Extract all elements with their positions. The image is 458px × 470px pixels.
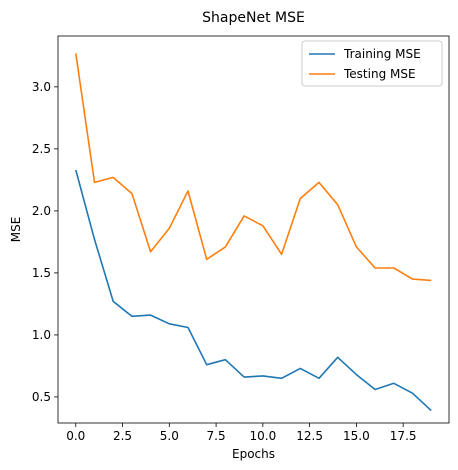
- plot-area: [57, 35, 450, 424]
- y-tick-label: 3.0: [32, 80, 51, 94]
- x-tick-label: 15.0: [343, 429, 370, 443]
- chart-title: ShapeNet MSE: [202, 10, 305, 26]
- legend-label: Testing MSE: [343, 67, 416, 81]
- y-tick-label: 2.0: [32, 204, 51, 218]
- legend-label: Training MSE: [343, 47, 421, 61]
- x-axis: 0.0 2.5 5.0 7.5 10.0 12.5 15.0 17.5: [66, 423, 417, 443]
- y-tick-label: 2.5: [32, 142, 51, 156]
- x-tick-label: 5.0: [160, 429, 179, 443]
- y-tick-label: 1.0: [32, 328, 51, 342]
- legend: Training MSE Testing MSE: [301, 40, 443, 87]
- y-axis-label: MSE: [9, 217, 23, 243]
- x-tick-label: 12.5: [296, 429, 323, 443]
- x-axis-label: Epochs: [232, 447, 275, 461]
- x-tick-label: 17.5: [390, 429, 417, 443]
- series-line-2: [75, 53, 432, 282]
- y-tick-label: 0.5: [32, 390, 51, 404]
- series-lines: [75, 53, 432, 412]
- x-tick-label: 0.0: [66, 429, 85, 443]
- x-tick-label: 2.5: [113, 429, 132, 443]
- legend-box: [301, 40, 443, 87]
- series-line-1: [75, 169, 432, 412]
- x-tick-label: 10.0: [249, 429, 276, 443]
- x-tick-label: 7.5: [207, 429, 226, 443]
- y-tick-label: 1.5: [32, 266, 51, 280]
- y-axis: 0.5 1.0 1.5 2.0 2.5 3.0: [32, 80, 58, 404]
